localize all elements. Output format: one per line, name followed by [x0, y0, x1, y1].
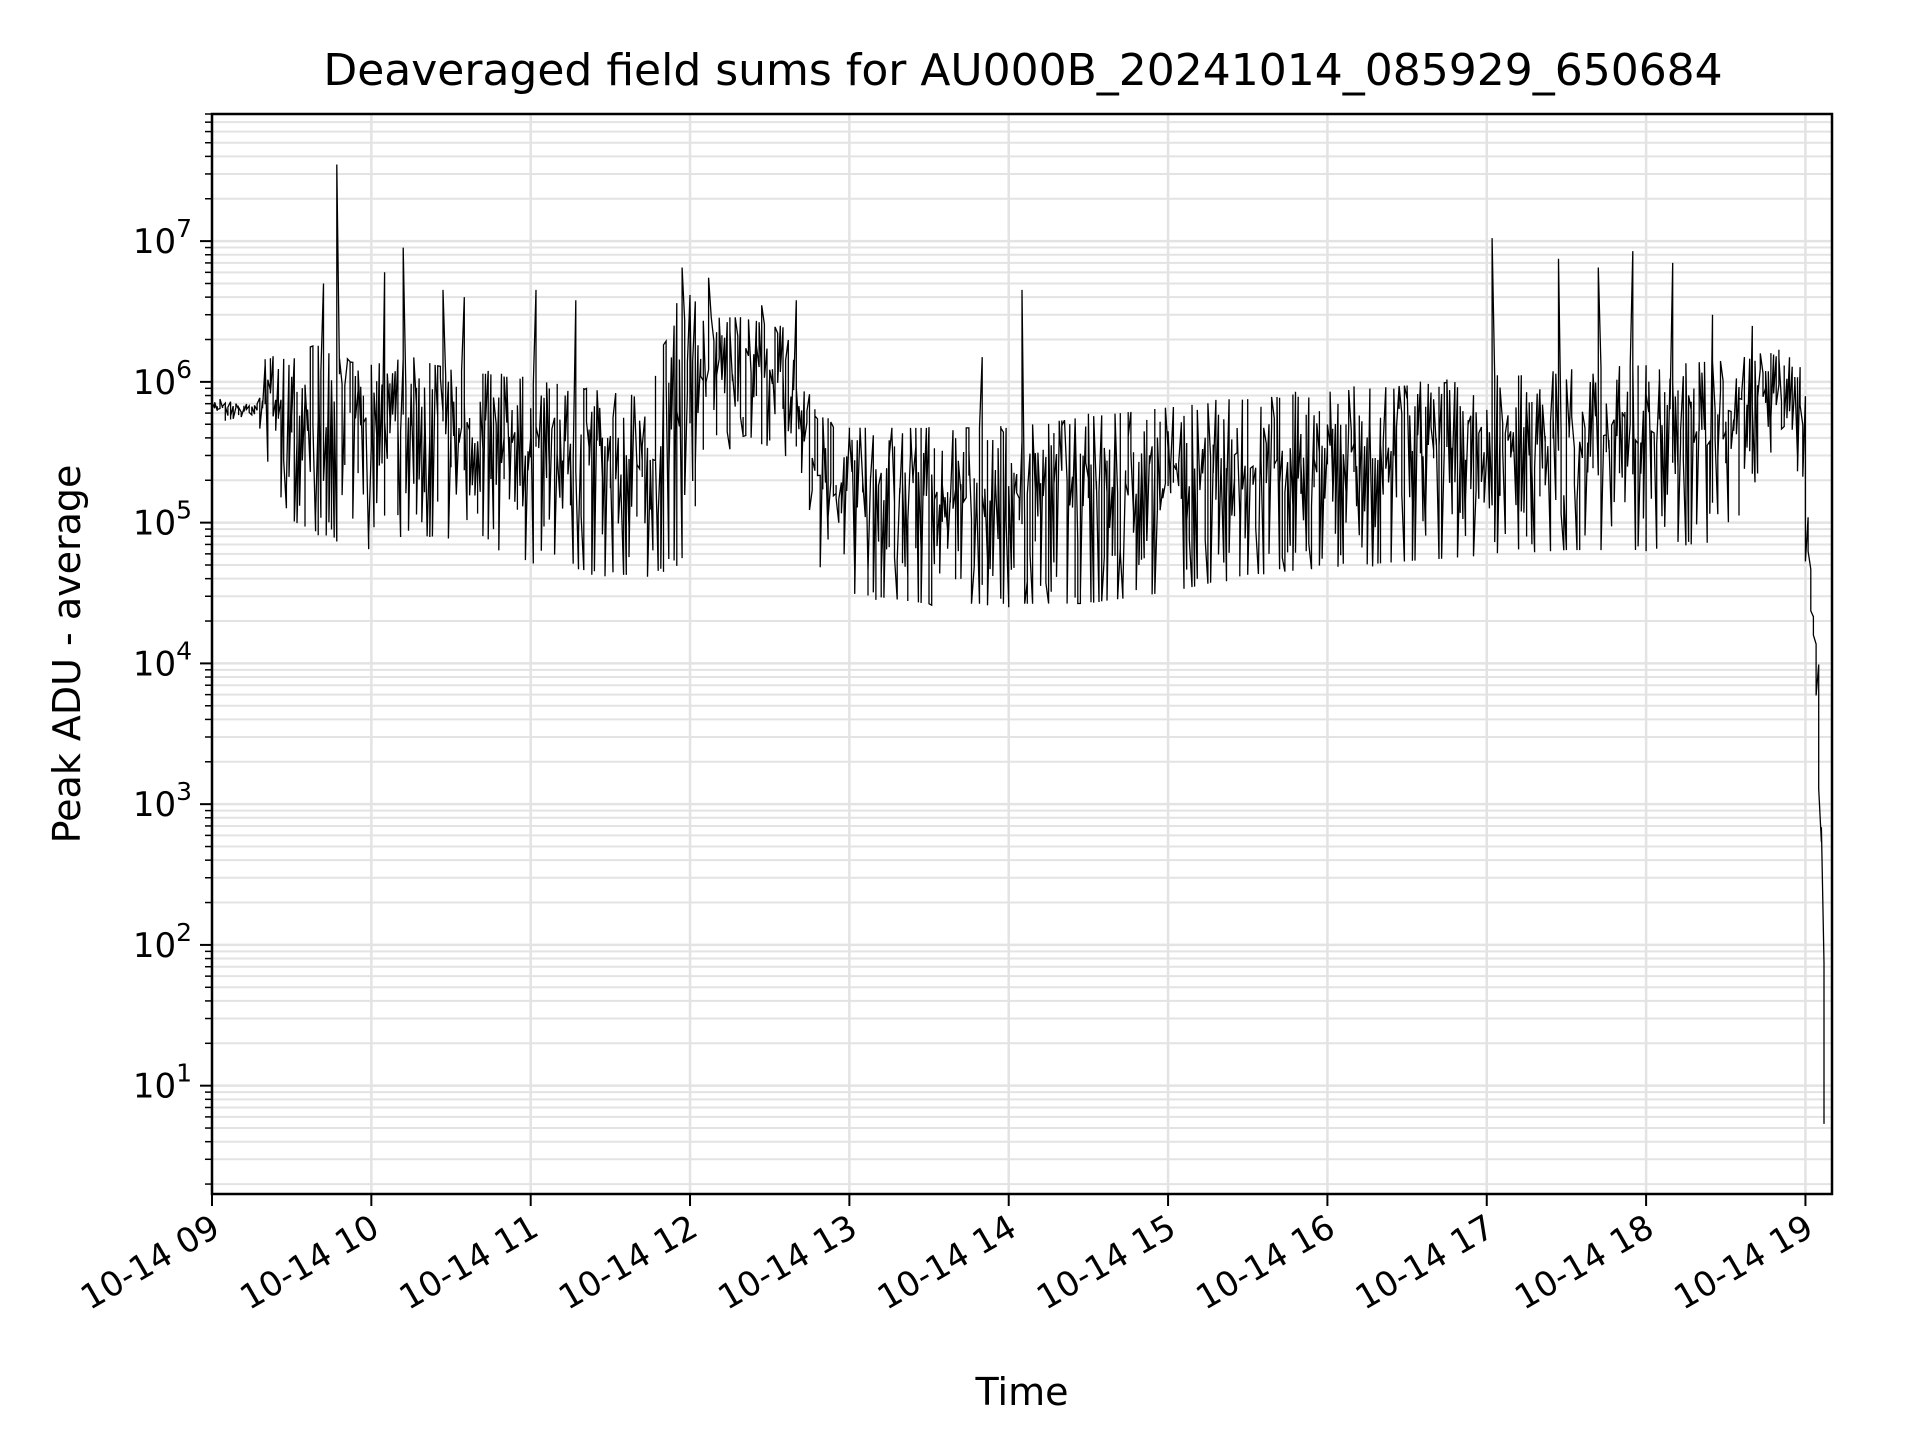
- y-axis-label: Peak ADU - average: [45, 465, 89, 844]
- y-axis-ticks: 101 102 103 104 105 106 107: [133, 113, 212, 1185]
- y-tick-label: 106: [133, 355, 192, 403]
- series-line: [211, 164, 1825, 1124]
- chart-title: Deaveraged field sums for AU000B_2024101…: [323, 45, 1722, 96]
- y-tick-label: 103: [133, 777, 192, 825]
- y-tick-label: 105: [133, 496, 192, 544]
- y-tick-label: 104: [133, 636, 192, 684]
- plot-frame: [210, 112, 1834, 1196]
- grid-minor: [212, 113, 1832, 1186]
- y-tick-label: 102: [133, 918, 192, 966]
- y-tick-label: 107: [133, 214, 192, 262]
- plot-area: [211, 164, 1825, 1124]
- y-tick-label: 101: [133, 1059, 192, 1107]
- grid-major: [210, 114, 1832, 1194]
- x-axis-label: Time: [975, 1370, 1069, 1414]
